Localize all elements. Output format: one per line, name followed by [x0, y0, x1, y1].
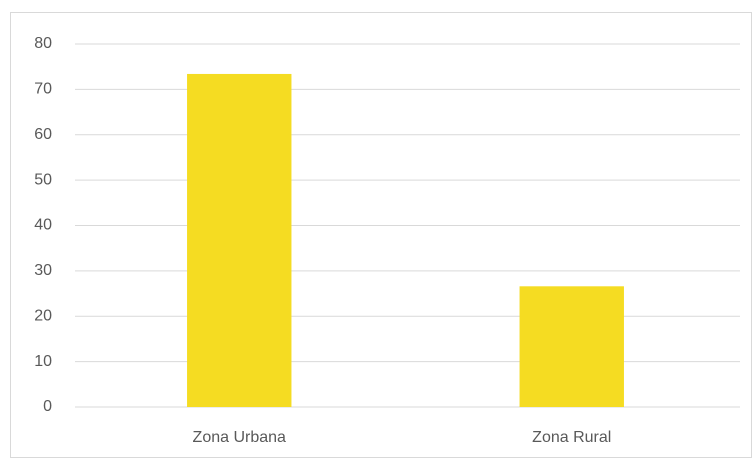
y-tick-label: 40 — [34, 217, 52, 234]
y-tick-label: 30 — [34, 262, 52, 279]
bar — [187, 73, 292, 407]
x-tick-label: Zona Rural — [532, 429, 611, 446]
y-tick-label: 80 — [34, 35, 52, 52]
y-tick-label: 60 — [34, 126, 52, 143]
chart-border — [10, 12, 752, 458]
y-tick-label: 70 — [34, 81, 52, 98]
y-tick-label: 50 — [34, 171, 52, 188]
bar — [519, 286, 624, 407]
y-tick-label: 10 — [34, 353, 52, 370]
y-tick-label: 0 — [43, 398, 52, 415]
y-tick-label: 20 — [34, 307, 52, 324]
x-tick-label: Zona Urbana — [193, 429, 286, 446]
